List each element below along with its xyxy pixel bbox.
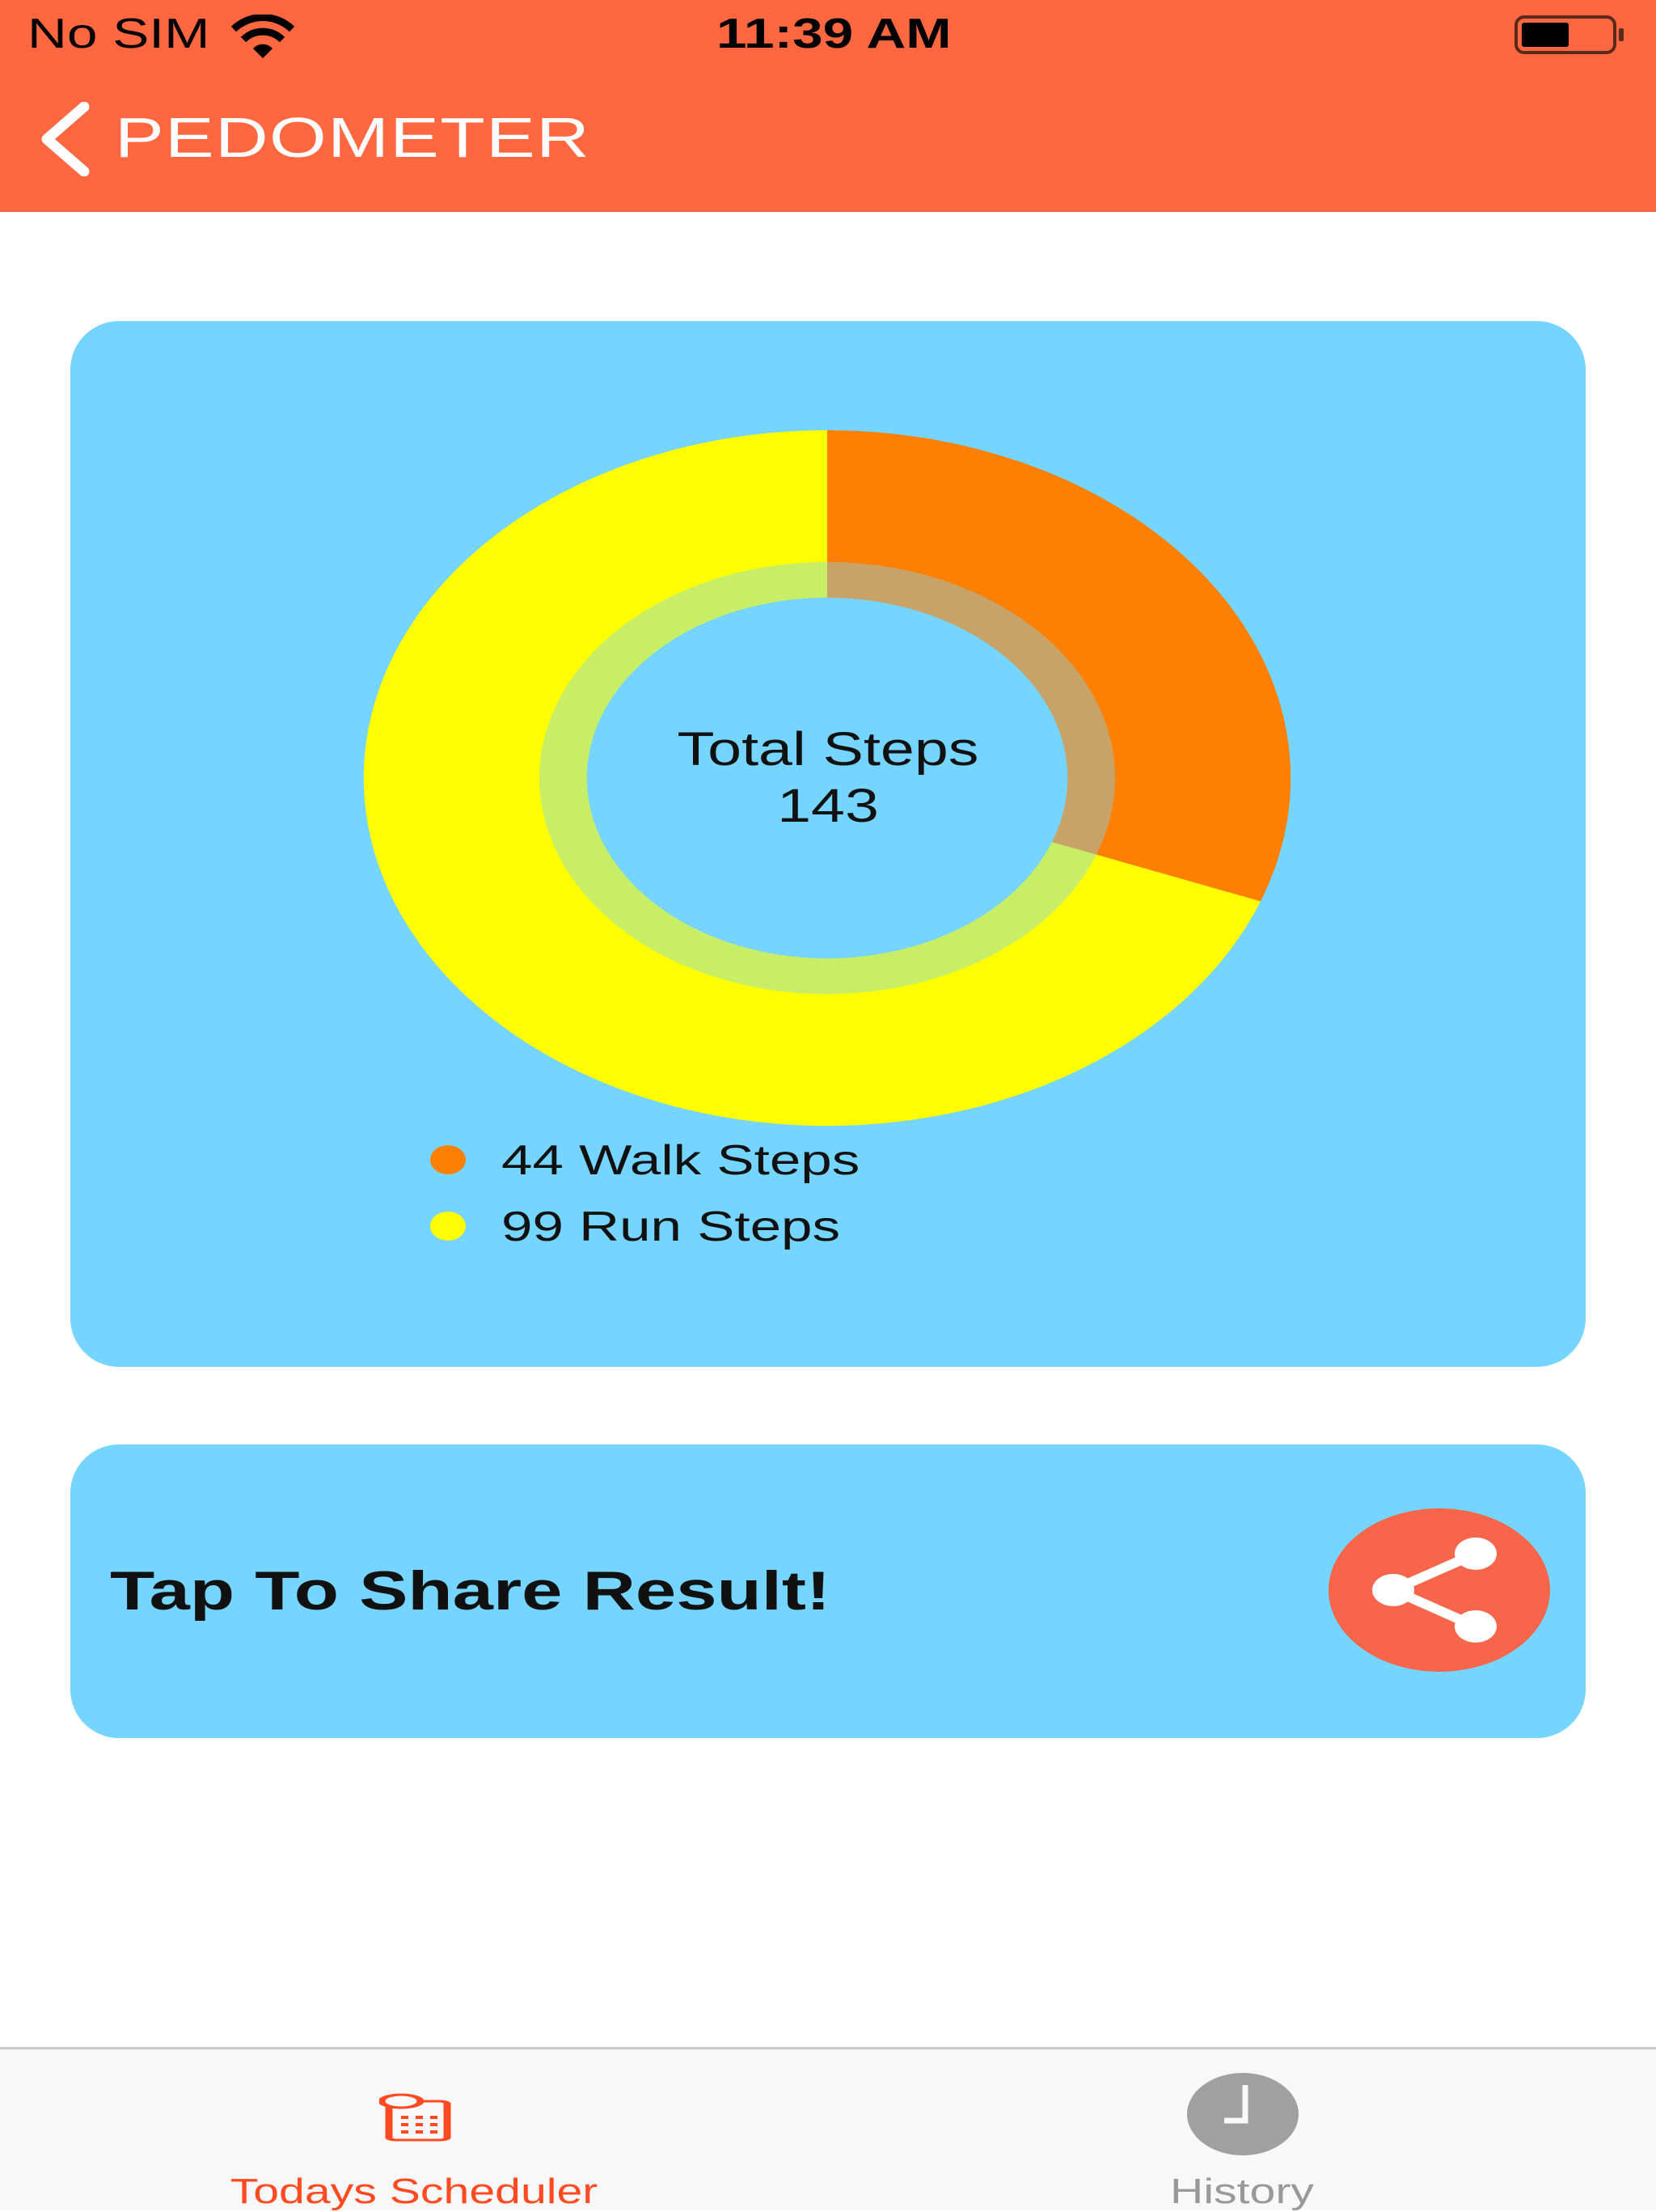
nav-header: No SIM 11:39 AM PEDOMETER <box>0 0 1656 212</box>
chevron-left-icon[interactable] <box>36 102 94 176</box>
slice-walk-steps <box>827 430 1291 902</box>
share-button[interactable] <box>1329 1508 1550 1672</box>
tab-bar: Todays Scheduler History <box>0 2047 1656 2212</box>
center-value: 143 <box>777 780 879 832</box>
calendar-clock-icon <box>379 2093 451 2142</box>
tab-history[interactable]: History <box>1080 2049 1404 2212</box>
share-label: Tap To Share Result! <box>110 1560 831 1622</box>
legend-run: 99 Run Steps <box>501 1203 841 1250</box>
legend-walk: 44 Walk Steps <box>501 1137 860 1184</box>
clock-icon <box>1187 2073 1299 2155</box>
tab-label: Todays Scheduler <box>230 2172 598 2211</box>
share-icon <box>1372 1537 1497 1643</box>
tab-label: History <box>1170 2172 1314 2211</box>
carrier: No SIM <box>27 11 210 57</box>
slice-run-steps <box>363 430 1261 1126</box>
page-title: PEDOMETER <box>115 106 591 169</box>
donut-chart <box>363 430 1291 1126</box>
wifi-icon <box>230 15 295 58</box>
steps-chart-card: Total Steps 143 44 Walk Steps 99 Run Ste… <box>70 321 1586 1367</box>
share-card[interactable]: Tap To Share Result! <box>70 1444 1586 1738</box>
tab-todays-scheduler[interactable]: Todays Scheduler <box>230 2049 598 2212</box>
clock-time: 11:39 AM <box>716 11 952 57</box>
center-label: Total Steps <box>677 723 979 776</box>
battery-icon <box>1514 15 1624 54</box>
legend-dot-walk <box>430 1145 466 1174</box>
legend-dot-run <box>430 1212 466 1241</box>
slice-inner-ring <box>827 562 1115 855</box>
